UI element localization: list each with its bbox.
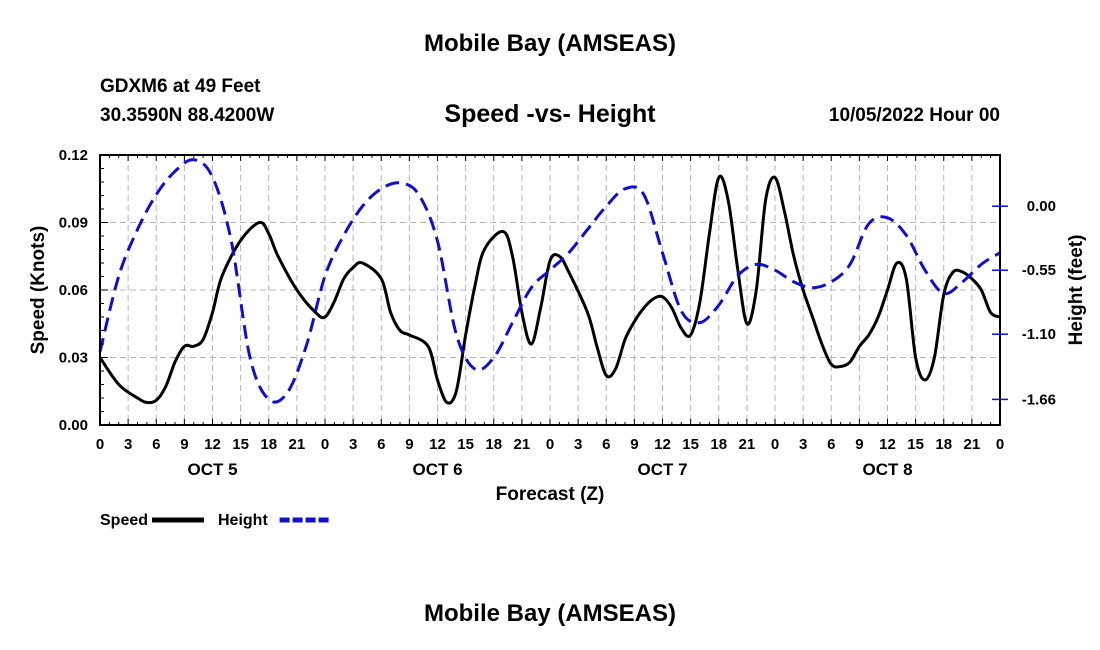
x-tick-label: 3 [799,436,807,453]
chart-title: Speed -vs- Height [444,100,656,128]
series-line-speed [98,174,1001,405]
x-tick-label: 6 [152,436,160,453]
x-tick-label: 12 [879,436,896,453]
x-tick-label: 18 [935,436,952,453]
x-tick-label: 21 [289,436,306,453]
x-tick-label: 6 [602,436,610,453]
x-tick-label: 15 [907,436,924,453]
y-tick-label: 0.03 [59,350,88,367]
x-tick-label: 3 [574,436,582,453]
y-right-tick-label: -1.10 [1022,326,1056,343]
x-tick-label: 21 [964,436,981,453]
x-tick-label: 0 [96,436,104,453]
y-axis-title: Speed (Knots) [28,226,49,355]
x-tick-label: 12 [204,436,221,453]
y-tick-label: 0.00 [59,417,88,434]
x-tick-label: 12 [429,436,446,453]
footer-title: Mobile Bay (AMSEAS) [423,600,677,627]
main-title: Mobile Bay (AMSEAS) [423,30,677,57]
x-tick-label: 18 [260,436,277,453]
legend-label-height: Height [218,512,268,529]
y-right-tick-label: -0.55 [1022,262,1056,279]
legend: Speed Height [100,512,332,529]
x-tick-label: 15 [232,436,249,453]
x-tick-label: 3 [124,436,132,453]
x-tick-label: 9 [855,436,863,453]
x-tick-label: 9 [180,436,188,453]
x-day-label: OCT 7 [637,460,687,479]
x-tick-label: 18 [485,436,502,453]
x-day-label: OCT 5 [187,460,237,479]
x-tick-label: 9 [630,436,638,453]
x-tick-label: 15 [457,436,474,453]
x-tick-label: 21 [739,436,756,453]
x-tick-label: 0 [546,436,554,453]
x-tick-label: 6 [827,436,835,453]
x-tick-label: 3 [349,436,357,453]
x-tick-label: 6 [377,436,385,453]
legend-label-speed: Speed [100,512,148,529]
x-day-label: OCT 6 [412,460,462,479]
x-tick-label: 9 [405,436,413,453]
station-label: GDXM6 at 49 Feet [100,76,261,97]
x-axis-title: Forecast (Z) [496,484,605,505]
series-line-height [98,158,1001,404]
y-right-axis-title: Height (feet) [1066,235,1087,346]
x-tick-label: 0 [771,436,779,453]
x-tick-label: 0 [996,436,1004,453]
x-tick-label: 18 [710,436,727,453]
x-tick-label: 21 [514,436,531,453]
label-layer: 0 3 6 9 12 15 18 21 0 3 6 9 12 15 18 21 0 3 6 9 12 15 18 21 0 3 6 9… [28,147,1087,505]
grid-layer [100,155,1000,425]
y-right-tick-label: 0.00 [1027,198,1056,215]
x-tick-label: 12 [654,436,671,453]
y-tick-label: 0.09 [59,215,88,232]
series-layer [98,158,1001,405]
coordinates-label: 30.3590N 88.4200W [100,105,275,126]
y-right-tick-label: -1.66 [1022,391,1056,408]
x-day-label: OCT 8 [862,460,912,479]
y-tick-label: 0.06 [59,282,88,299]
tick-layer [99,154,1008,426]
y-tick-label: 0.12 [59,147,88,164]
x-tick-label: 15 [682,436,699,453]
date-label: 10/05/2022 Hour 00 [828,105,1000,126]
x-tick-label: 0 [321,436,329,453]
